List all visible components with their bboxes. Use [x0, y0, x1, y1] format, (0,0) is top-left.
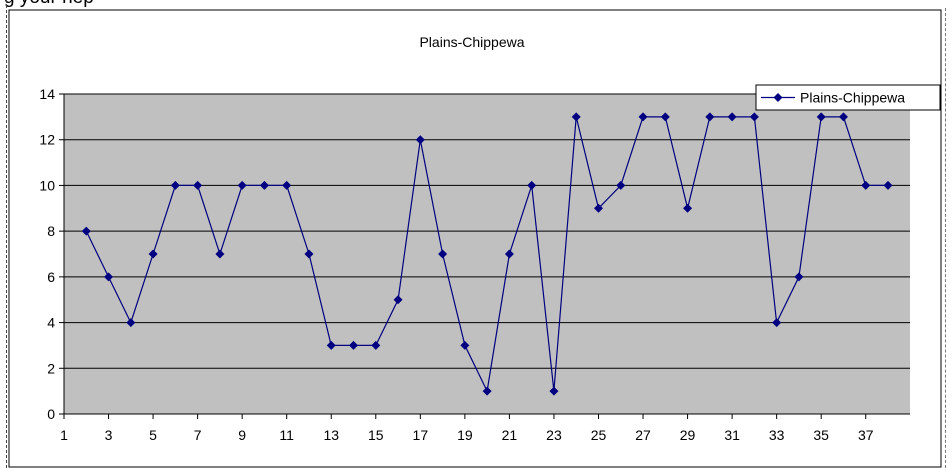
data-point-marker: [193, 180, 203, 190]
data-point-marker: [660, 112, 670, 122]
x-tick-label: 31: [724, 427, 740, 443]
x-tick-label: 17: [413, 427, 429, 443]
data-point-marker: [838, 112, 848, 122]
data-point-marker: [215, 249, 225, 259]
x-axis-ticks: 1 3 5 7 9 11 13 15 17 19 21 23 25 27 29 31 33 35 37: [60, 414, 874, 443]
data-point-marker: [326, 340, 336, 350]
x-tick-label: 3: [105, 427, 113, 443]
data-point-marker: [170, 180, 180, 190]
data-point-marker: [81, 226, 91, 236]
y-tick-label: 10: [39, 177, 55, 193]
data-point-marker: [393, 295, 403, 305]
data-point-marker: [638, 112, 648, 122]
data-point-marker: [705, 112, 715, 122]
data-point-marker: [371, 340, 381, 350]
y-tick-label: 4: [47, 315, 55, 331]
data-point-marker: [482, 386, 492, 396]
x-tick-label: 29: [680, 427, 696, 443]
data-point-marker: [259, 180, 269, 190]
data-point-marker: [349, 340, 359, 350]
x-tick-label: 1: [60, 427, 68, 443]
x-tick-label: 11: [279, 427, 294, 443]
data-point-marker: [415, 135, 425, 145]
chart-title: Plains-Chippewa: [419, 34, 524, 50]
y-tick-label: 6: [47, 269, 55, 285]
x-tick-label: 15: [368, 427, 384, 443]
data-point-marker: [438, 249, 448, 259]
plot-area: [64, 94, 910, 414]
data-point-marker: [593, 203, 603, 213]
x-tick-label: 33: [769, 427, 785, 443]
y-axis-ticks: 0 2 4 6 8 10 12 14: [39, 86, 64, 422]
data-point-marker: [727, 112, 737, 122]
legend-marker-icon: [773, 93, 783, 102]
data-point-marker: [148, 249, 158, 259]
data-point-marker: [861, 180, 871, 190]
data-point-marker: [304, 249, 314, 259]
y-tick-label: 14: [39, 86, 55, 102]
y-tick-label: 2: [47, 360, 55, 376]
frame-left-border: [6, 0, 7, 468]
x-tick-label: 7: [194, 427, 202, 443]
x-tick-label: 27: [635, 427, 651, 443]
legend: Plains-Chippewa: [755, 84, 941, 111]
data-point-marker: [571, 112, 581, 122]
data-point-marker: [883, 180, 893, 190]
x-tick-label: 35: [813, 427, 829, 443]
legend-label: Plains-Chippewa: [800, 90, 905, 106]
data-point-marker: [504, 249, 514, 259]
x-tick-label: 23: [546, 427, 562, 443]
cropped-top-text: g your hep: [4, 0, 94, 9]
frame-right-border: [945, 8, 946, 468]
y-tick-label: 12: [39, 132, 55, 148]
y-tick-label: 8: [47, 223, 55, 239]
x-tick-label: 5: [149, 427, 157, 443]
x-tick-label: 19: [457, 427, 473, 443]
series-markers: [81, 112, 893, 396]
gridlines: [64, 93, 910, 369]
data-point-marker: [816, 112, 826, 122]
data-point-marker: [104, 272, 114, 282]
data-point-marker: [549, 386, 559, 396]
data-point-marker: [749, 112, 759, 122]
data-point-marker: [460, 340, 470, 350]
data-point-marker: [237, 180, 247, 190]
data-point-marker: [616, 180, 626, 190]
data-point-marker: [282, 180, 292, 190]
data-point-marker: [527, 180, 537, 190]
x-tick-label: 37: [858, 427, 874, 443]
data-point-marker: [772, 318, 782, 328]
data-point-marker: [794, 272, 804, 282]
x-tick-label: 9: [238, 427, 246, 443]
x-tick-label: 25: [591, 427, 607, 443]
data-point-marker: [126, 318, 136, 328]
x-tick-label: 13: [323, 427, 339, 443]
x-tick-label: 21: [502, 427, 518, 443]
y-tick-label: 0: [47, 406, 55, 422]
data-point-marker: [683, 203, 693, 213]
